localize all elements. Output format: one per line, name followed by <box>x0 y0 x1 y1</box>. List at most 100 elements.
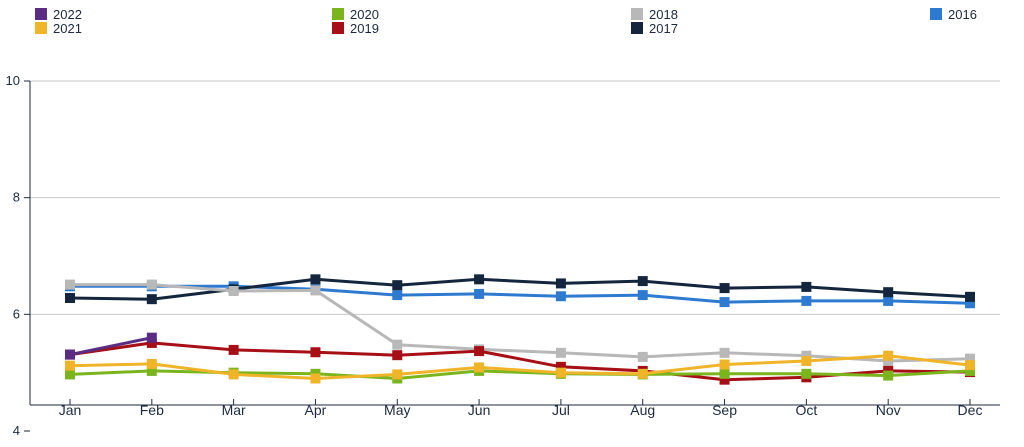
data-point[interactable] <box>146 365 157 376</box>
data-point[interactable] <box>474 274 485 285</box>
data-point[interactable] <box>65 369 75 380</box>
data-point[interactable] <box>883 350 894 361</box>
data-point[interactable] <box>801 295 812 306</box>
data-point[interactable] <box>228 344 239 355</box>
data-point[interactable] <box>801 350 812 361</box>
data-point[interactable] <box>555 278 566 289</box>
data-point[interactable] <box>228 369 239 380</box>
data-point[interactable] <box>146 358 157 369</box>
ytick-label: 6 <box>13 306 20 321</box>
series-line-2022 <box>69 336 153 357</box>
data-point[interactable] <box>555 361 566 372</box>
axes: 4 6 8 10 Jan Feb Mar Apr May Jun Jul Aug Sep Oct Nov De… <box>6 73 1000 438</box>
data-point[interactable] <box>719 374 730 385</box>
legend-swatch <box>35 22 47 34</box>
data-point[interactable] <box>719 283 730 294</box>
data-point[interactable] <box>883 370 894 381</box>
legend-label: 2020 <box>350 7 379 22</box>
series-lines <box>65 274 975 385</box>
legend-item-2018[interactable]: 2018 <box>631 7 678 22</box>
data-point[interactable] <box>555 291 566 302</box>
data-point[interactable] <box>965 360 975 371</box>
data-point[interactable] <box>392 290 403 301</box>
data-point[interactable] <box>883 356 894 366</box>
series-line-2016 <box>70 284 971 305</box>
ytick-label: 4 <box>13 423 20 438</box>
data-point[interactable] <box>146 279 157 290</box>
data-point[interactable] <box>555 367 566 378</box>
data-point[interactable] <box>637 290 648 301</box>
data-point[interactable] <box>474 362 485 373</box>
data-point[interactable] <box>965 298 975 309</box>
xtick-label: Oct <box>795 402 817 418</box>
data-point[interactable] <box>392 339 403 350</box>
legend-swatch <box>35 8 47 20</box>
legend-item-2020[interactable]: 2020 <box>332 7 379 22</box>
data-point[interactable] <box>719 297 730 308</box>
data-point[interactable] <box>65 279 75 290</box>
data-point[interactable] <box>392 350 403 361</box>
data-point[interactable] <box>719 347 730 358</box>
series-2021 <box>65 350 975 384</box>
data-point[interactable] <box>146 332 157 343</box>
data-point[interactable] <box>474 288 485 299</box>
legend-item-2021[interactable]: 2021 <box>35 21 82 36</box>
data-point[interactable] <box>228 286 239 296</box>
data-point[interactable] <box>146 294 157 305</box>
series-2019 <box>65 337 975 385</box>
ytick-label: 8 <box>13 190 20 205</box>
data-point[interactable] <box>719 368 730 379</box>
xtick-label: Aug <box>630 402 655 418</box>
data-point[interactable] <box>965 365 975 376</box>
legend-label: 2017 <box>649 21 678 36</box>
xtick-label: Sep <box>712 402 737 418</box>
data-point[interactable] <box>801 281 812 292</box>
data-point[interactable] <box>555 347 566 358</box>
xtick-label: Apr <box>305 402 327 418</box>
data-point[interactable] <box>65 349 75 360</box>
data-point[interactable] <box>637 276 648 287</box>
xtick-label: Jul <box>552 402 570 418</box>
legend-item-2022[interactable]: 2022 <box>35 7 82 22</box>
series-line-2021 <box>69 354 971 380</box>
data-point[interactable] <box>146 337 157 348</box>
data-point[interactable] <box>310 347 321 358</box>
legend-swatch <box>631 8 643 20</box>
legend-label: 2018 <box>649 7 678 22</box>
data-point[interactable] <box>310 373 321 384</box>
data-point[interactable] <box>719 359 730 370</box>
xtick-label: Jun <box>468 402 491 418</box>
legend-swatch <box>332 8 344 20</box>
legend-swatch <box>930 8 942 20</box>
data-point[interactable] <box>65 293 75 303</box>
data-point[interactable] <box>474 346 485 357</box>
legend-item-2017[interactable]: 2017 <box>631 21 678 36</box>
series-line-2019 <box>69 341 971 382</box>
series-line-2018 <box>70 283 971 363</box>
data-point[interactable] <box>801 368 812 379</box>
data-point[interactable] <box>392 369 403 380</box>
data-point[interactable] <box>965 353 975 364</box>
data-point[interactable] <box>65 360 75 371</box>
data-point[interactable] <box>637 351 648 362</box>
data-point[interactable] <box>310 285 321 296</box>
series-2018 <box>65 279 975 366</box>
data-point[interactable] <box>883 295 894 306</box>
data-point[interactable] <box>637 368 648 379</box>
legend-label: 2016 <box>948 7 977 22</box>
legend-swatch <box>332 22 344 34</box>
data-point[interactable] <box>883 287 894 298</box>
legend-label: 2022 <box>53 7 82 22</box>
data-point[interactable] <box>392 280 403 291</box>
xtick-label: Feb <box>140 402 164 418</box>
gridlines <box>30 80 1000 315</box>
legend-item-2019[interactable]: 2019 <box>332 21 379 36</box>
data-point[interactable] <box>310 274 321 285</box>
xtick-label: Nov <box>876 402 901 418</box>
legend-item-2016[interactable]: 2016 <box>930 7 977 22</box>
data-point[interactable] <box>965 291 975 302</box>
data-point[interactable] <box>801 356 812 366</box>
